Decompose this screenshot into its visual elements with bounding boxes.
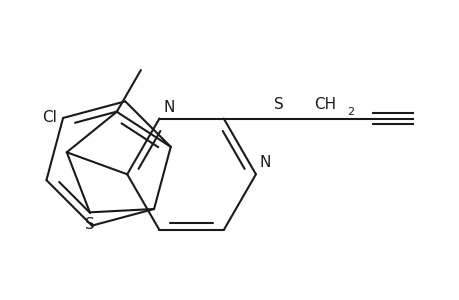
Text: CH: CH	[313, 97, 335, 112]
Text: S: S	[273, 97, 283, 112]
Text: S: S	[85, 218, 95, 232]
Text: 2: 2	[346, 107, 353, 117]
Text: N: N	[163, 100, 174, 115]
Text: Cl: Cl	[42, 110, 56, 125]
Text: N: N	[259, 155, 270, 170]
